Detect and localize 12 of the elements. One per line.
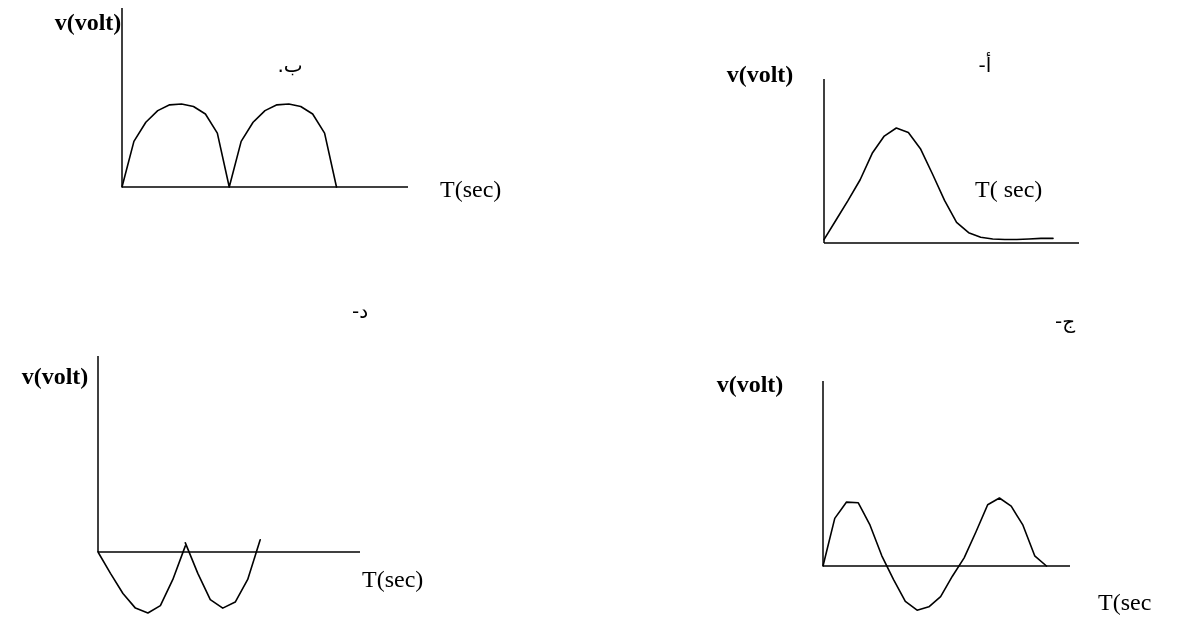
x-axis-title: T( sec) [975,176,1043,202]
x-axis-title: T(sec [1098,589,1152,615]
y-axis-title: v(volt) [716,371,784,397]
y-axis-title: v(volt) [21,363,89,389]
x-axis-title: T(sec) [440,176,502,202]
x-axis-title: T(sec) [362,566,424,592]
y-axis-title: v(volt) [54,9,122,35]
y-axis-title: v(volt) [726,61,794,87]
chart-title: د- [351,299,369,323]
chart-title: ب. [277,53,303,77]
chart-title: أ- [978,52,992,77]
chart-title: ج- [1054,309,1076,333]
